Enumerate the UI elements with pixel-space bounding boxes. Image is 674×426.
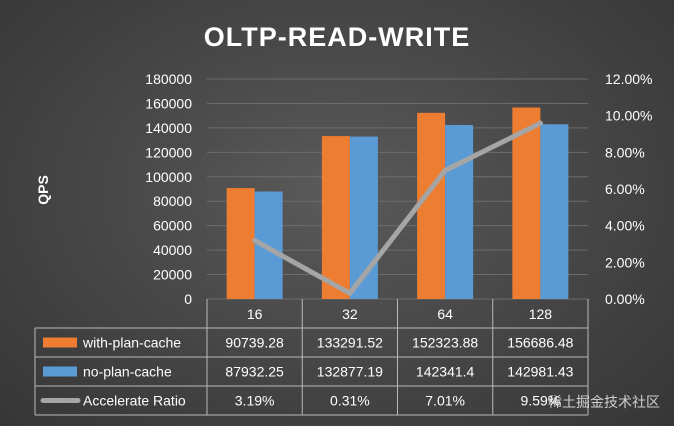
line-layer xyxy=(252,120,543,296)
legend-key-no-plan-cache xyxy=(43,366,77,377)
legend-label: Accelerate Ratio xyxy=(83,393,186,409)
y-tick-label: 20000 xyxy=(153,267,192,283)
y-tick-label: 160000 xyxy=(145,95,192,111)
data-label: 142341.4 xyxy=(416,364,475,380)
legend-label: with-plan-cache xyxy=(82,335,181,351)
data-label: 7.01% xyxy=(425,393,465,409)
data-label: 90739.28 xyxy=(225,335,284,351)
y2-tick-label: 10.00% xyxy=(605,108,652,124)
data-label: 156686.48 xyxy=(507,335,573,351)
y-tick-label: 120000 xyxy=(145,144,192,160)
y-tick-label: 0 xyxy=(184,291,192,307)
data-label: 142981.43 xyxy=(507,364,573,380)
x-tick-label: 16 xyxy=(247,306,263,322)
data-label: 132877.19 xyxy=(317,364,383,380)
y-tick-label: 40000 xyxy=(153,242,192,258)
data-table: 16 32 64 128 with-plan-cache 90739.28 133291.5… xyxy=(34,299,589,416)
watermark-text: 稀土掘金技术社区 xyxy=(548,395,660,411)
line-point xyxy=(347,290,353,296)
bar-with-plan-cache-128 xyxy=(512,107,541,300)
bar-no-plan-cache-128 xyxy=(540,124,569,299)
data-label: 152323.88 xyxy=(412,335,478,351)
right-axis-ticks: 0.00% 2.00% 4.00% 6.00% 8.00% 10.00% 12.00% xyxy=(605,71,652,307)
line-point xyxy=(442,167,448,173)
x-tick-label: 64 xyxy=(437,306,453,322)
y2-tick-label: 12.00% xyxy=(605,71,652,87)
bar-with-plan-cache-64 xyxy=(417,112,446,299)
bar-no-plan-cache-64 xyxy=(445,125,474,299)
data-label: 9.59% xyxy=(521,393,561,409)
y-tick-label: 100000 xyxy=(145,169,192,185)
legend-key-with-plan-cache xyxy=(43,337,77,348)
legend-label: no-plan-cache xyxy=(83,364,172,380)
y2-tick-label: 8.00% xyxy=(605,144,645,160)
left-axis-ticks: 0 20000 40000 60000 80000 100000 120000 140000 1… xyxy=(145,71,192,307)
y-tick-label: 140000 xyxy=(145,120,192,136)
line-point xyxy=(537,120,543,126)
bar-with-plan-cache-32 xyxy=(321,136,350,299)
x-tick-label: 32 xyxy=(342,306,358,322)
data-label: 133291.52 xyxy=(317,335,383,351)
y-tick-label: 60000 xyxy=(153,218,192,234)
y2-tick-label: 0.00% xyxy=(605,291,645,307)
line-series-accelerate-ratio xyxy=(252,120,543,296)
data-label: 87932.25 xyxy=(225,364,284,380)
y2-tick-label: 6.00% xyxy=(605,181,645,197)
chart-title: OLTP-READ-WRITE xyxy=(204,22,470,52)
x-tick-label: 128 xyxy=(529,306,553,322)
data-label: 3.19% xyxy=(235,393,275,409)
line-point xyxy=(252,238,258,244)
y-axis-label: QPS xyxy=(35,175,51,205)
data-label: 0.31% xyxy=(330,393,370,409)
y-tick-label: 180000 xyxy=(145,71,192,87)
y-tick-label: 80000 xyxy=(153,193,192,209)
y2-tick-label: 2.00% xyxy=(605,254,645,270)
bar-with-plan-cache-16 xyxy=(226,188,255,299)
y2-tick-label: 4.00% xyxy=(605,218,645,234)
